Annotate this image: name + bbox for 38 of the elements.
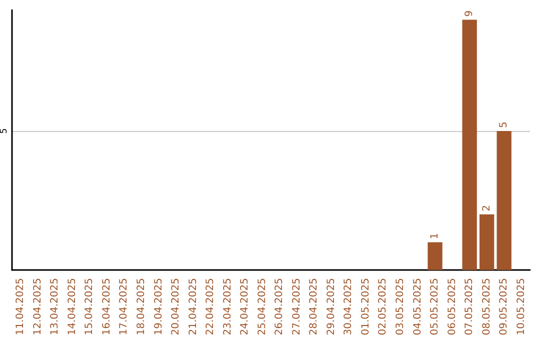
x-tick-label: 20.04.2025 xyxy=(170,278,182,336)
x-tick-label: 06.05.2025 xyxy=(446,278,458,336)
x-tick-label: 11.04.2025 xyxy=(15,278,26,336)
x-tick-label: 21.04.2025 xyxy=(188,278,199,336)
x-tick-label: 16.04.2025 xyxy=(101,278,112,336)
x-tick-label: 18.04.2025 xyxy=(136,278,147,336)
x-tick-label: 26.04.2025 xyxy=(274,278,286,336)
data-label: 9 xyxy=(464,10,476,17)
x-tick-label: 27.04.2025 xyxy=(291,278,302,336)
x-tick-label: 30.04.2025 xyxy=(343,278,354,336)
bar xyxy=(496,130,512,270)
x-tick-label: 23.04.2025 xyxy=(222,278,234,336)
x-tick-label: 17.04.2025 xyxy=(118,278,130,336)
bar xyxy=(462,20,477,270)
x-tick-label: 28.04.2025 xyxy=(308,278,320,336)
x-tick-label: 09.05.2025 xyxy=(498,278,510,336)
data-label: 2 xyxy=(481,205,492,212)
x-tick-label: 03.05.2025 xyxy=(395,278,406,336)
x-tick-label: 13.04.2025 xyxy=(50,278,61,336)
x-tick-label: 19.04.2025 xyxy=(153,278,164,336)
x-tick-label: 14.04.2025 xyxy=(66,278,78,336)
x-tick-label: 29.04.2025 xyxy=(326,278,337,336)
data-label: 5 xyxy=(498,122,510,128)
x-tick-label: 02.05.2025 xyxy=(378,278,389,336)
x-tick-label: 04.05.2025 xyxy=(412,278,424,336)
x-tick-label: 12.04.2025 xyxy=(32,278,44,336)
x-tick-label: 22.04.2025 xyxy=(205,278,216,336)
data-label: 1 xyxy=(430,232,441,240)
x-tick-label: 08.05.2025 xyxy=(481,278,492,336)
x-tick-label: 15.04.2025 xyxy=(84,278,96,336)
bar xyxy=(479,214,494,270)
x-tick-label: 24.04.2025 xyxy=(240,278,251,336)
x-tick-label: 25.04.2025 xyxy=(256,278,268,336)
bar xyxy=(428,242,442,270)
x-tick-label: 10.05.2025 xyxy=(516,278,527,336)
x-tick-label: 07.05.2025 xyxy=(464,278,476,336)
x-tick-label: 05.05.2025 xyxy=(430,278,441,336)
x-tick-label: 01.05.2025 xyxy=(360,278,372,336)
